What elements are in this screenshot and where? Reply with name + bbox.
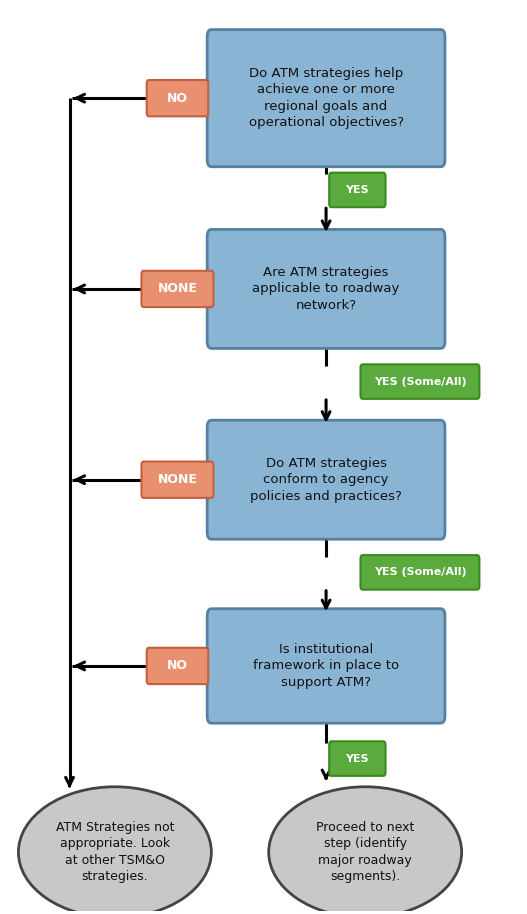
FancyBboxPatch shape	[329, 173, 386, 207]
FancyBboxPatch shape	[360, 365, 480, 399]
FancyBboxPatch shape	[207, 29, 445, 166]
Text: YES: YES	[346, 754, 369, 763]
Text: YES: YES	[346, 185, 369, 195]
FancyBboxPatch shape	[147, 80, 208, 116]
FancyBboxPatch shape	[360, 555, 480, 590]
FancyBboxPatch shape	[141, 462, 213, 498]
FancyBboxPatch shape	[207, 609, 445, 723]
FancyBboxPatch shape	[329, 741, 386, 776]
FancyBboxPatch shape	[207, 229, 445, 348]
Text: Is institutional
framework in place to
support ATM?: Is institutional framework in place to s…	[253, 643, 399, 689]
Text: NONE: NONE	[158, 282, 198, 295]
Text: NO: NO	[167, 659, 188, 673]
Ellipse shape	[269, 787, 462, 914]
Text: Do ATM strategies help
achieve one or more
regional goals and
operational object: Do ATM strategies help achieve one or mo…	[249, 67, 404, 130]
Text: ATM Strategies not
appropriate. Look
at other TSM&O
strategies.: ATM Strategies not appropriate. Look at …	[56, 821, 174, 884]
FancyBboxPatch shape	[147, 648, 208, 684]
Text: Are ATM strategies
applicable to roadway
network?: Are ATM strategies applicable to roadway…	[252, 266, 400, 312]
Ellipse shape	[18, 787, 211, 914]
Text: Proceed to next
step (identify
major roadway
segments).: Proceed to next step (identify major roa…	[316, 821, 414, 884]
FancyBboxPatch shape	[207, 420, 445, 539]
FancyBboxPatch shape	[141, 271, 213, 307]
Text: YES (Some/All): YES (Some/All)	[374, 568, 466, 578]
Text: NO: NO	[167, 91, 188, 105]
Text: NONE: NONE	[158, 473, 198, 486]
Text: Do ATM strategies
conform to agency
policies and practices?: Do ATM strategies conform to agency poli…	[250, 457, 402, 503]
Text: YES (Some/All): YES (Some/All)	[374, 377, 466, 387]
